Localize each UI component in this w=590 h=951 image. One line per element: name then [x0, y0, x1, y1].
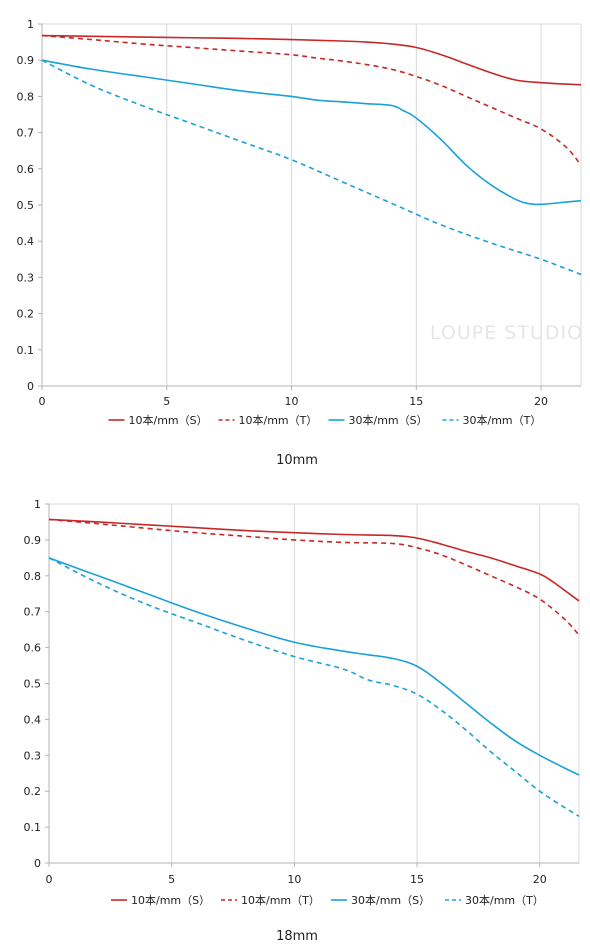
x-tick-label: 5: [168, 873, 175, 886]
legend-label: 30本/mm（S）: [351, 893, 430, 907]
y-tick-label: 0.6: [17, 163, 35, 176]
y-tick-label: 0.1: [17, 344, 35, 357]
y-tick-label: 0: [27, 380, 34, 393]
x-tick-label: 0: [46, 873, 53, 886]
legend-label: 10本/mm（S）: [131, 893, 210, 907]
legend-label: 10本/mm（T）: [239, 413, 318, 427]
x-tick-label: 15: [410, 873, 424, 886]
series-line-3: [48, 557, 580, 818]
legend-label: 30本/mm（T）: [465, 893, 544, 907]
legend-label: 30本/mm（T）: [463, 413, 542, 427]
legend-item: 30本/mm（S）: [328, 413, 428, 427]
series-line-3: [41, 59, 582, 276]
y-tick-label: 1: [27, 18, 34, 31]
legend-item: 30本/mm（T）: [445, 893, 544, 907]
legend-item: 10本/mm（S）: [111, 893, 210, 907]
series-line-0: [48, 518, 580, 602]
x-tick-label: 10: [285, 395, 299, 408]
series-line-2: [41, 59, 582, 206]
y-tick-label: 0.9: [24, 534, 42, 547]
x-tick-label: 0: [39, 395, 46, 408]
y-tick-label: 0.2: [24, 785, 42, 798]
y-tick-label: 0.7: [24, 606, 42, 619]
legend-item: 10本/mm（S）: [108, 413, 208, 427]
y-tick-label: 0.6: [24, 642, 42, 655]
x-tick-label: 10: [287, 873, 301, 886]
watermark-logo: LOUPE STUDIO: [430, 322, 583, 344]
y-tick-label: 0.5: [17, 199, 35, 212]
y-tick-label: 0: [34, 857, 41, 870]
legend-item: 30本/mm（S）: [331, 893, 430, 907]
y-tick-label: 0.4: [17, 235, 35, 248]
chart-caption-18mm: 18mm: [0, 929, 590, 944]
legend-item: 30本/mm（T）: [442, 413, 542, 427]
chart-caption-text: 10mm: [276, 453, 318, 468]
plot-area: [45, 503, 580, 867]
legend-item: 10本/mm（T）: [218, 413, 318, 427]
chart-caption-10mm: 10mm: [0, 453, 590, 468]
y-tick-label: 0.4: [24, 713, 42, 726]
mtf-chart-18mm: 00.10.20.30.40.50.60.70.80.910 5 10 15 2010本…: [24, 498, 580, 907]
legend: 10本/mm（S） 10本/mm（T） 30本/mm（S） 30本/mm（T）: [111, 893, 544, 907]
legend-label: 30本/mm（S）: [349, 413, 428, 427]
y-tick-label: 0.7: [17, 127, 35, 140]
legend-label: 10本/mm（S）: [129, 413, 208, 427]
chart-10mm: 0 0.1 0.2 0.3 0.4 0.5 0.6 0.7 0.8 0.9 1 0 5 10 15 20 LOU…: [0, 18, 590, 468]
y-tick-label: 0.5: [24, 678, 42, 691]
series-line-1: [48, 518, 580, 636]
series-line-2: [48, 557, 580, 776]
mtf-chart-10mm: 00.10.20.30.40.50.60.70.80.910 5 10 15 20LOU…: [17, 18, 583, 427]
y-tick-label: 0.8: [17, 90, 35, 103]
series-line-1: [41, 34, 582, 166]
legend: 10本/mm（S） 10本/mm（T） 30本/mm（S） 30本/mm（T）: [108, 413, 542, 427]
y-tick-label: 1: [34, 498, 41, 511]
legend-label: 10本/mm（T）: [241, 893, 320, 907]
x-tick-label: 15: [409, 395, 423, 408]
series-line-0: [41, 34, 582, 86]
y-tick-label: 0.8: [24, 570, 42, 583]
y-tick-label: 0.3: [17, 271, 35, 284]
y-tick-label: 0.1: [24, 821, 42, 834]
chart-caption-text: 18mm: [276, 929, 318, 944]
y-tick-label: 0.3: [24, 749, 42, 762]
y-tick-label: 0.9: [17, 54, 35, 67]
x-tick-label: 20: [534, 395, 548, 408]
x-tick-label: 20: [533, 873, 547, 886]
legend-item: 10本/mm（T）: [221, 893, 320, 907]
y-tick-label: 0.2: [17, 308, 35, 321]
x-tick-label: 5: [163, 395, 170, 408]
plot-area: [38, 23, 582, 390]
